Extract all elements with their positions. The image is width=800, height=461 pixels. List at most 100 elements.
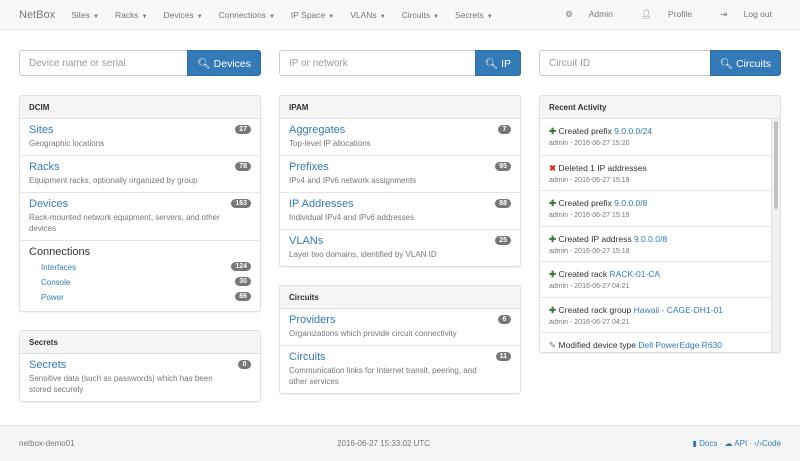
panel-heading: IPAM xyxy=(280,96,520,119)
connection-link[interactable]: Console 30 xyxy=(29,275,251,290)
logout-link[interactable]: ⇥ Log out xyxy=(720,9,786,20)
scrollbar-thumb[interactable] xyxy=(774,121,778,209)
activity-action: Created prefix xyxy=(558,126,612,136)
list-item: Sites Geographic locations 27 xyxy=(20,119,260,155)
item-link[interactable]: Prefixes xyxy=(289,161,329,173)
activity-meta: admin - 2016-06-27 15:19 xyxy=(549,212,630,219)
item-description: Top-level IP allocations xyxy=(289,139,371,148)
connections-heading: Connections xyxy=(29,246,91,258)
activity-object-link[interactable]: Hawaii - CAGE-DH1-01 xyxy=(633,304,723,315)
activity-object-link[interactable]: 9.0.0.0/8 xyxy=(633,233,668,244)
footer: netbox-demo01 2016-06-27 15:33:02 UTC ▮ … xyxy=(0,425,800,461)
plus-icon: ✚ xyxy=(549,304,557,315)
item-link[interactable]: IP Addresses xyxy=(289,198,354,210)
item-link[interactable]: Racks xyxy=(29,161,60,173)
activity-object-link[interactable]: 9.0.0.0/24 xyxy=(614,126,653,136)
activity-item: ✎ Modified device type Dell PowerEdge R6… xyxy=(540,332,780,352)
caret-down-icon: ▼ xyxy=(328,13,335,20)
nav-menu-connections[interactable]: Connections ▼ xyxy=(219,10,275,20)
caret-down-icon: ▼ xyxy=(141,13,148,20)
item-link[interactable]: Secrets xyxy=(29,359,67,371)
count-badge: 163 xyxy=(231,199,251,208)
ip-search-button[interactable]: 🔍︎ IP xyxy=(474,50,521,76)
button-label: Devices xyxy=(213,57,251,70)
count-badge: 11 xyxy=(495,352,511,361)
list-item: Circuits Communication links for Internet… xyxy=(280,345,520,393)
scrollbar[interactable] xyxy=(771,119,780,352)
circuit-search-button[interactable]: 🔍︎ Circuits xyxy=(709,50,781,76)
nav-menu-circuits[interactable]: Circuits ▼ xyxy=(402,10,439,20)
activity-object-link[interactable]: RACK-01-CA xyxy=(609,269,661,279)
activity-meta: admin - 2016-06-27 15:20 xyxy=(549,140,630,147)
item-link[interactable]: Circuits xyxy=(289,351,326,363)
hostname: netbox-demo01 xyxy=(19,439,75,448)
activity-action: Created rack xyxy=(558,269,608,279)
button-label: IP xyxy=(501,57,511,70)
item-link[interactable]: Devices xyxy=(29,198,69,210)
list-item: Devices Rack-mounted network equipment, s… xyxy=(20,192,260,240)
nav-menu-racks[interactable]: Racks ▼ xyxy=(115,10,148,20)
api-link[interactable]: ☁ API xyxy=(725,439,748,448)
activity-action: Modified device type xyxy=(558,340,637,350)
panel-heading: Circuits xyxy=(280,286,520,309)
count-badge: 95 xyxy=(495,162,511,171)
item-description: Sensitive data (such as passwords) which… xyxy=(29,374,213,394)
nav-menu-devices[interactable]: Devices ▼ xyxy=(164,10,203,20)
caret-down-icon: ▼ xyxy=(92,13,99,20)
device-search-button[interactable]: 🔍︎ Devices xyxy=(187,50,261,76)
connection-link[interactable]: Interfaces 124 xyxy=(29,260,251,275)
gear-icon: ⚙ xyxy=(565,9,573,19)
item-description: Geographic locations xyxy=(29,139,105,148)
count-badge: 0 xyxy=(238,360,251,369)
search-placeholder: Device name or serial xyxy=(29,57,126,69)
nav-menu-ip-space[interactable]: IP Space ▼ xyxy=(291,10,334,20)
pencil-icon: ✎ xyxy=(549,340,557,350)
api-label: API xyxy=(734,439,748,448)
item-link[interactable]: Aggregates xyxy=(289,124,346,136)
list-item-connections: Connections Interfaces 124 Console 30 Power 86 xyxy=(20,240,260,311)
code-icon: ‹/› xyxy=(754,439,762,448)
nav-menu-vlans[interactable]: VLANs ▼ xyxy=(350,10,385,20)
activity-object-link[interactable]: Dell PowerEdge R630 xyxy=(638,340,723,350)
plus-icon: ✚ xyxy=(549,269,557,279)
ip-search-input[interactable]: IP or network xyxy=(279,50,475,76)
search-icon: 🔍︎ xyxy=(197,57,211,70)
panel-heading: DCIM xyxy=(20,96,260,119)
docs-link[interactable]: ▮ Docs xyxy=(693,439,718,448)
activity-object-link[interactable]: 9.0.0.0/8 xyxy=(614,198,648,208)
count-badge: 78 xyxy=(235,162,251,171)
nav-menu-sites[interactable]: Sites ▼ xyxy=(71,10,99,20)
search-row: Device name or serial 🔍︎ Devices IP or n… xyxy=(19,0,781,76)
activity-action: Created IP address xyxy=(558,233,632,244)
caret-down-icon: ▼ xyxy=(486,13,493,20)
code-link[interactable]: ‹/›Code xyxy=(754,439,781,448)
item-link[interactable]: Sites xyxy=(29,124,54,136)
nav-menu-secrets[interactable]: Secrets ▼ xyxy=(455,10,493,20)
menu-label: Devices xyxy=(163,9,194,20)
admin-label: Admin xyxy=(588,9,613,19)
menu-label: IP Space xyxy=(290,9,326,20)
link-label: Interfaces xyxy=(41,263,77,272)
profile-link[interactable]: 👤︎ Profile xyxy=(641,9,706,20)
search-placeholder: Circuit ID xyxy=(549,57,591,69)
item-link[interactable]: Providers xyxy=(289,314,336,326)
device-search-input[interactable]: Device name or serial xyxy=(19,50,188,76)
brand-logo[interactable]: NetBox xyxy=(19,8,56,21)
count-badge: 6 xyxy=(498,315,511,324)
menu-label: Racks xyxy=(114,9,139,20)
item-link[interactable]: VLANs xyxy=(289,235,324,247)
search-icon: 🔍︎ xyxy=(484,57,499,70)
circuit-search-input[interactable]: Circuit ID xyxy=(539,50,710,76)
panel-list: Providers Organizations which provide cir… xyxy=(280,309,520,393)
caret-down-icon: ▼ xyxy=(268,13,275,20)
admin-link[interactable]: ⚙ Admin xyxy=(565,9,627,20)
activity-meta: admin - 2016-06-27 04:21 xyxy=(549,318,630,326)
list-item: VLANs Layer two domains, identified by VL… xyxy=(280,229,520,266)
recent-activity-panel: Recent Activity ✚ Created prefix 9.0.0.0… xyxy=(539,95,781,353)
book-icon: ▮ xyxy=(692,439,697,448)
panel-list: Secrets Sensitive data (such as passwords… xyxy=(20,354,260,401)
connection-link[interactable]: Power 86 xyxy=(29,290,251,305)
ip-search-form: IP or network 🔍︎ IP xyxy=(279,50,521,76)
search-icon: 🔍︎ xyxy=(719,57,734,70)
activity-item: ✚ Created prefix 9.0.0.0/24 admin - 2016-… xyxy=(540,119,780,155)
